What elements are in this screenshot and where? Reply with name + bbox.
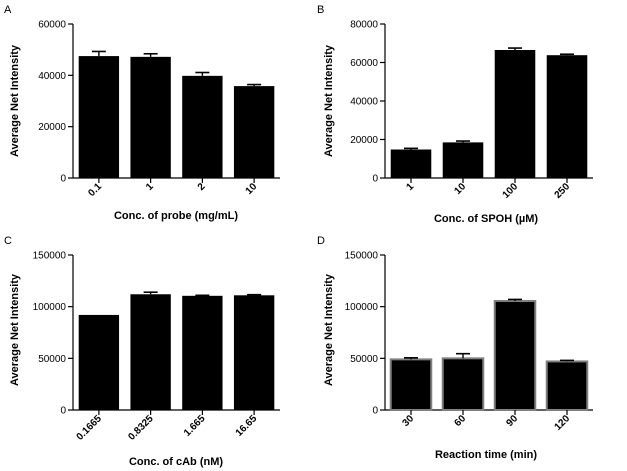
panel-letter: C xyxy=(4,235,12,247)
y-tick-label: 50000 xyxy=(350,354,378,365)
bar xyxy=(546,55,588,179)
y-tick-label: 0 xyxy=(372,174,378,185)
x-tick-label: 10 xyxy=(244,181,260,197)
y-tick-label: 100000 xyxy=(345,302,379,313)
x-tick-label: 16.65 xyxy=(234,413,260,439)
y-tick-label: 100000 xyxy=(33,302,67,313)
bar xyxy=(545,360,589,411)
x-tick-label: 250 xyxy=(553,181,573,201)
y-tick-label: 0 xyxy=(60,174,66,185)
y-tick-label: 60000 xyxy=(38,20,66,31)
y-axis-title: Average Net Intensity xyxy=(323,44,335,157)
y-tick-label: 20000 xyxy=(38,122,66,133)
x-tick-label: 100 xyxy=(501,181,521,201)
y-tick-label: 20000 xyxy=(350,135,378,146)
bar xyxy=(130,56,171,178)
panel-d: D 0 50000 100000 150000 30 60 90 120 Reaction tim… xyxy=(317,235,593,461)
x-tick-label: 120 xyxy=(553,413,573,433)
bar xyxy=(493,299,537,412)
y-tick-label: 150000 xyxy=(33,251,67,262)
y-axis-title: Average Net Intensity xyxy=(9,273,21,386)
y-tick-label: 60000 xyxy=(350,58,378,69)
bar xyxy=(233,295,275,410)
x-tick-label: 0.1 xyxy=(86,181,104,199)
bar xyxy=(130,294,171,410)
bar xyxy=(182,295,223,410)
panel-c: C 0 50000 100000 150000 0.1665 0.8325 1.665 16.6… xyxy=(4,235,280,468)
x-tick-label: 0.8325 xyxy=(126,413,156,443)
y-axis-title: Average Net Intensity xyxy=(323,273,335,386)
bar xyxy=(182,75,223,178)
bar xyxy=(390,149,432,178)
y-tick-label: 40000 xyxy=(38,71,66,82)
bar xyxy=(78,314,120,410)
y-tick-label: 40000 xyxy=(350,97,378,108)
x-tick-label: 60 xyxy=(452,413,468,429)
x-tick-label: 30 xyxy=(400,413,416,429)
y-axis-title: Average Net Intensity xyxy=(9,44,21,157)
y-tick-label: 50000 xyxy=(38,354,66,365)
panel-letter: D xyxy=(317,235,325,247)
y-tick-label: 150000 xyxy=(345,251,379,262)
y-tick-label: 0 xyxy=(60,406,66,417)
x-axis-title: Reaction time (min) xyxy=(435,449,537,461)
x-axis-title: Conc. of SPOH (µM) xyxy=(434,213,538,225)
x-tick-label: 0.1665 xyxy=(75,413,105,443)
bar xyxy=(442,142,484,178)
x-tick-label: 90 xyxy=(504,413,520,429)
bar xyxy=(441,357,485,412)
x-tick-label: 10 xyxy=(452,181,468,197)
bar xyxy=(389,358,433,412)
bar xyxy=(233,86,275,178)
bar xyxy=(78,56,120,179)
x-axis-title: Conc. of cAb (nM) xyxy=(129,456,223,468)
x-axis-title: Conc. of probe (mg/mL) xyxy=(114,210,238,222)
y-tick-label: 80000 xyxy=(350,20,378,31)
panel-letter: B xyxy=(317,4,324,16)
x-tick-label: 1.665 xyxy=(182,413,208,439)
y-tick-label: 0 xyxy=(372,406,378,417)
panel-letter: A xyxy=(4,4,12,16)
bar xyxy=(494,49,536,178)
